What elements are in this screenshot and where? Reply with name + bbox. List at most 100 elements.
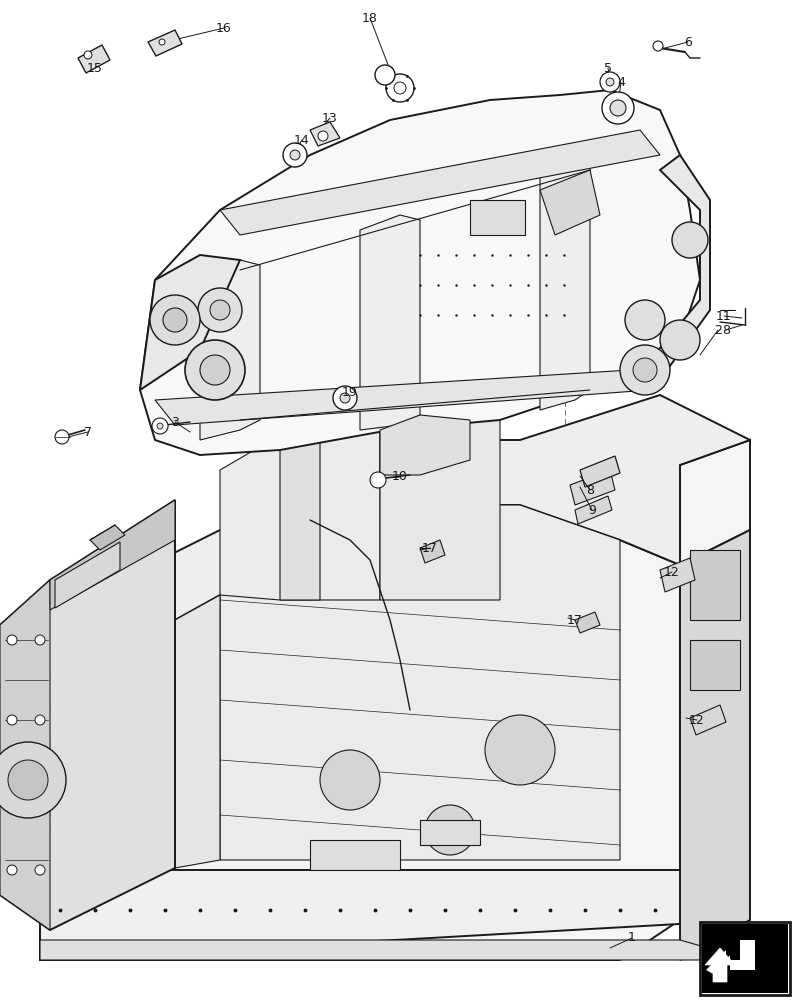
Text: 17: 17 [566,613,582,626]
Text: 16: 16 [216,22,232,35]
Bar [310,840,400,870]
Polygon shape [574,496,611,524]
Polygon shape [90,525,125,550]
Circle shape [333,386,357,410]
Polygon shape [0,580,50,930]
Polygon shape [539,170,599,235]
Text: 10: 10 [392,471,407,484]
Text: 9: 9 [587,504,595,516]
Bar [470,200,525,235]
Polygon shape [649,155,709,380]
Circle shape [163,308,187,332]
Circle shape [185,340,245,400]
Circle shape [609,100,625,116]
Polygon shape [50,500,175,610]
Circle shape [7,715,17,725]
Polygon shape [574,612,599,633]
Polygon shape [139,90,699,455]
Circle shape [35,635,45,645]
Polygon shape [139,255,240,390]
Polygon shape [569,470,614,505]
Text: 2: 2 [713,324,721,336]
Polygon shape [200,260,260,440]
Polygon shape [380,410,500,600]
Circle shape [159,39,165,45]
Circle shape [633,358,656,382]
Polygon shape [40,440,749,960]
Circle shape [652,41,663,51]
Circle shape [605,78,613,86]
Circle shape [320,750,380,810]
Text: 8: 8 [586,484,594,496]
Polygon shape [679,530,749,960]
Circle shape [672,222,707,258]
Polygon shape [659,558,694,592]
Circle shape [393,82,406,94]
Circle shape [8,760,48,800]
Text: 17: 17 [422,542,437,554]
Polygon shape [220,505,620,860]
Text: 8: 8 [721,324,729,336]
Polygon shape [702,924,787,993]
Polygon shape [419,540,444,563]
Bar [689,640,739,690]
Polygon shape [40,940,749,960]
Circle shape [370,472,385,488]
Polygon shape [139,395,749,620]
Polygon shape [380,415,470,475]
Polygon shape [55,542,120,608]
Text: 11: 11 [715,310,731,322]
Polygon shape [148,30,182,56]
Text: 12: 12 [689,714,704,726]
Bar [699,922,789,995]
Text: 13: 13 [322,112,337,125]
Circle shape [7,635,17,645]
Text: 19: 19 [341,385,358,398]
Text: 5: 5 [603,62,611,75]
Polygon shape [579,456,620,487]
Text: 3: 3 [171,416,178,428]
Text: 1: 1 [627,931,635,944]
Text: 12: 12 [663,566,679,578]
Polygon shape [539,160,590,410]
Polygon shape [40,870,749,960]
Circle shape [424,805,474,855]
Circle shape [157,423,163,429]
Text: 7: 7 [84,426,92,438]
Polygon shape [280,415,320,600]
Polygon shape [175,595,220,868]
Circle shape [659,320,699,360]
Circle shape [84,51,92,59]
Circle shape [484,715,554,785]
Polygon shape [310,122,340,146]
Circle shape [385,74,414,102]
Circle shape [375,65,394,85]
Text: 4: 4 [616,76,624,89]
Circle shape [210,300,230,320]
Polygon shape [220,430,380,600]
Polygon shape [0,500,175,930]
Bar [419,820,479,845]
Circle shape [7,865,17,875]
Circle shape [152,418,168,434]
Circle shape [620,345,669,395]
Polygon shape [704,948,734,982]
Circle shape [200,355,230,385]
Polygon shape [40,620,175,870]
Circle shape [599,72,620,92]
Polygon shape [359,215,419,430]
Circle shape [283,143,307,167]
Text: 18: 18 [362,12,377,25]
Circle shape [318,131,328,141]
Text: 15: 15 [87,62,103,75]
Circle shape [55,430,69,444]
Text: 14: 14 [294,134,310,147]
Circle shape [198,288,242,332]
Polygon shape [220,130,659,235]
Circle shape [624,300,664,340]
Circle shape [0,742,66,818]
Circle shape [601,92,633,124]
Circle shape [150,295,200,345]
Circle shape [35,715,45,725]
Polygon shape [689,705,725,735]
